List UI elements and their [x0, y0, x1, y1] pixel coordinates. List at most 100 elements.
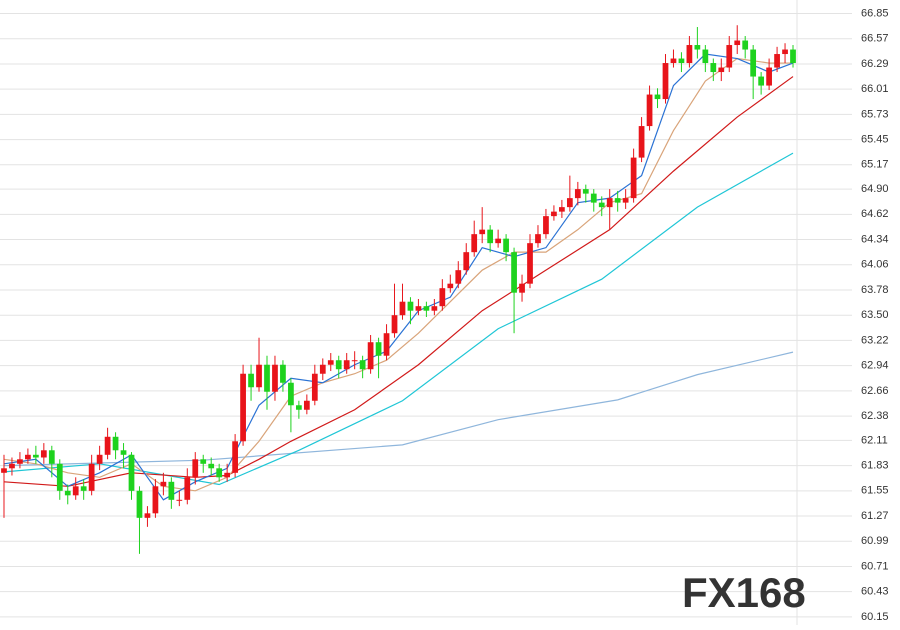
candle-body [303, 400, 310, 410]
candle-body [1, 468, 7, 473]
candle-body [686, 45, 693, 64]
candle-body [144, 513, 151, 518]
candle-body [359, 360, 366, 370]
candle-body [535, 234, 541, 244]
y-tick-label: 63.78 [861, 284, 889, 296]
candle-body [200, 459, 207, 464]
candle-body [543, 216, 549, 235]
candle-body [463, 252, 470, 271]
candle-body [423, 306, 430, 311]
candle-body [622, 198, 629, 203]
candle-body [32, 454, 39, 458]
candle-body [590, 193, 597, 203]
candle-body [471, 234, 478, 253]
candle-body [40, 450, 47, 458]
ma-line [3, 76, 794, 487]
candle-body [391, 315, 398, 334]
candle-body [598, 202, 605, 208]
y-tick-label: 61.83 [861, 460, 889, 472]
candle-body [256, 364, 262, 388]
candle-body [790, 49, 796, 64]
candle-body [630, 157, 637, 199]
candle-body [96, 454, 103, 464]
y-tick-label: 62.38 [861, 410, 889, 422]
candle-body [439, 288, 446, 307]
candle-body [351, 360, 358, 362]
candle-body [654, 94, 661, 100]
moving-averages [3, 53, 794, 501]
watermark: FX168 [682, 569, 806, 616]
candle-body [160, 481, 167, 487]
candle-body [208, 463, 215, 469]
candle-body [136, 490, 143, 518]
candle-body [447, 283, 454, 289]
y-tick-label: 60.15 [861, 611, 889, 623]
y-tick-label: 63.50 [861, 309, 889, 321]
candle-body [574, 189, 581, 199]
candle-body [104, 436, 111, 455]
candle-body [694, 45, 701, 50]
candle-body [343, 360, 350, 370]
candle-body [606, 198, 613, 208]
candle-body [216, 468, 223, 478]
candle-body [487, 229, 494, 244]
y-tick-label: 64.34 [861, 233, 889, 245]
candle-body [17, 459, 23, 464]
candle-body [479, 229, 486, 235]
candle-body [248, 373, 254, 388]
candle-body [519, 283, 525, 293]
candle-body [264, 364, 270, 392]
y-tick-label: 62.11 [861, 434, 888, 446]
candle-body [407, 301, 414, 311]
y-tick-label: 61.27 [861, 510, 889, 522]
candle-body [582, 189, 589, 194]
candle-body [240, 373, 246, 442]
candle-body [399, 301, 406, 316]
candle-body [503, 238, 509, 253]
candle-body [375, 342, 382, 356]
candle-body [766, 67, 772, 86]
candle-body [511, 252, 517, 293]
candle-body [455, 270, 462, 284]
candle-body [527, 243, 533, 284]
candle-body [614, 198, 621, 203]
candle-body [120, 450, 127, 455]
candle-body [184, 477, 191, 500]
candle-body [152, 486, 159, 514]
candle-body [176, 499, 183, 501]
candle-body [224, 472, 231, 478]
candle-body [662, 63, 669, 100]
candle-body [383, 333, 390, 356]
candle-body [296, 405, 302, 410]
y-tick-label: 65.17 [861, 159, 889, 171]
ma-line [3, 351, 794, 467]
y-tick-label: 63.22 [861, 334, 889, 346]
candle-body [750, 49, 757, 77]
candle-body [495, 238, 501, 244]
candle-body [734, 40, 741, 46]
candle-body [335, 360, 342, 370]
y-axis: 66.85 66.57 66.29 66.01 65.73 65.45 65.17 64.90… [861, 7, 889, 622]
y-tick-label: 66.57 [861, 33, 889, 45]
candle-body [415, 306, 422, 311]
candle-body [112, 436, 119, 451]
candle-body [678, 58, 685, 64]
candle-body [48, 450, 55, 464]
candle-body [272, 364, 278, 392]
y-tick-label: 66.29 [861, 58, 889, 70]
candle-body [192, 459, 199, 478]
y-tick-label: 60.99 [861, 535, 889, 547]
candle-body [710, 63, 717, 73]
candle-body [551, 211, 557, 217]
candle-body [782, 49, 788, 55]
candle-body [311, 373, 318, 401]
y-tick-label: 65.73 [861, 108, 889, 120]
y-tick-label: 62.66 [861, 385, 889, 397]
candle-body [9, 463, 15, 469]
candle-body [280, 364, 286, 383]
candle-body [367, 342, 374, 370]
candle-body [80, 486, 87, 491]
candle-body [431, 306, 438, 311]
